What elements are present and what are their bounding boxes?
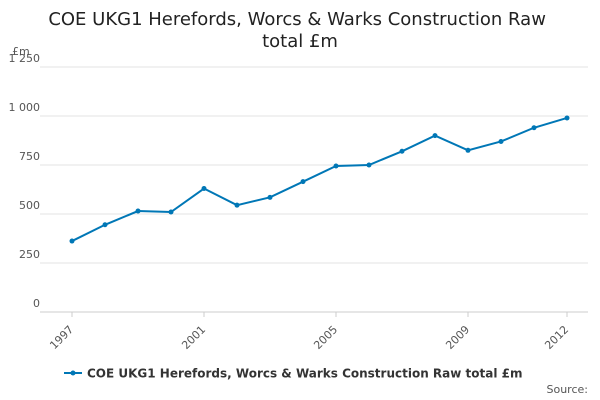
point — [168, 209, 174, 215]
point — [498, 138, 504, 144]
source: Source: — [547, 383, 589, 396]
point — [267, 194, 273, 200]
point — [399, 148, 405, 154]
y-tick-label: 750 — [19, 150, 40, 163]
x-tick-label: 2001 — [179, 323, 208, 352]
point — [531, 125, 537, 131]
point — [69, 238, 75, 244]
x-tick-label: 1997 — [47, 323, 76, 352]
point — [135, 208, 141, 214]
legend-marker — [70, 370, 76, 376]
y-tick-label: 500 — [19, 199, 40, 212]
y-tick-label: 0 — [33, 297, 40, 310]
point — [432, 133, 438, 139]
y-tick-label: 1 250 — [9, 52, 41, 65]
x-tick-label: 2012 — [542, 323, 571, 352]
y-axis-label: £m — [12, 45, 30, 58]
point — [234, 202, 240, 208]
point — [333, 163, 339, 169]
point — [564, 115, 570, 121]
point — [300, 179, 306, 185]
point — [366, 162, 372, 168]
title-line: total £m — [262, 31, 338, 52]
title-line: COE UKG1 Herefords, Worcs & Warks Constr… — [48, 9, 546, 30]
x-tick-label: 2005 — [311, 323, 340, 352]
point — [102, 222, 108, 228]
legend-label: COE UKG1 Herefords, Worcs & Warks Constr… — [87, 367, 523, 381]
y-tick-label: 1 000 — [9, 101, 41, 114]
series-line — [71, 117, 568, 242]
y-tick-label: 250 — [19, 248, 40, 261]
chart-title: COE UKG1 Herefords, Worcs & Warks Constr… — [48, 9, 551, 52]
x-tick-label: 2009 — [443, 323, 472, 352]
point — [465, 147, 471, 153]
point — [201, 186, 207, 192]
